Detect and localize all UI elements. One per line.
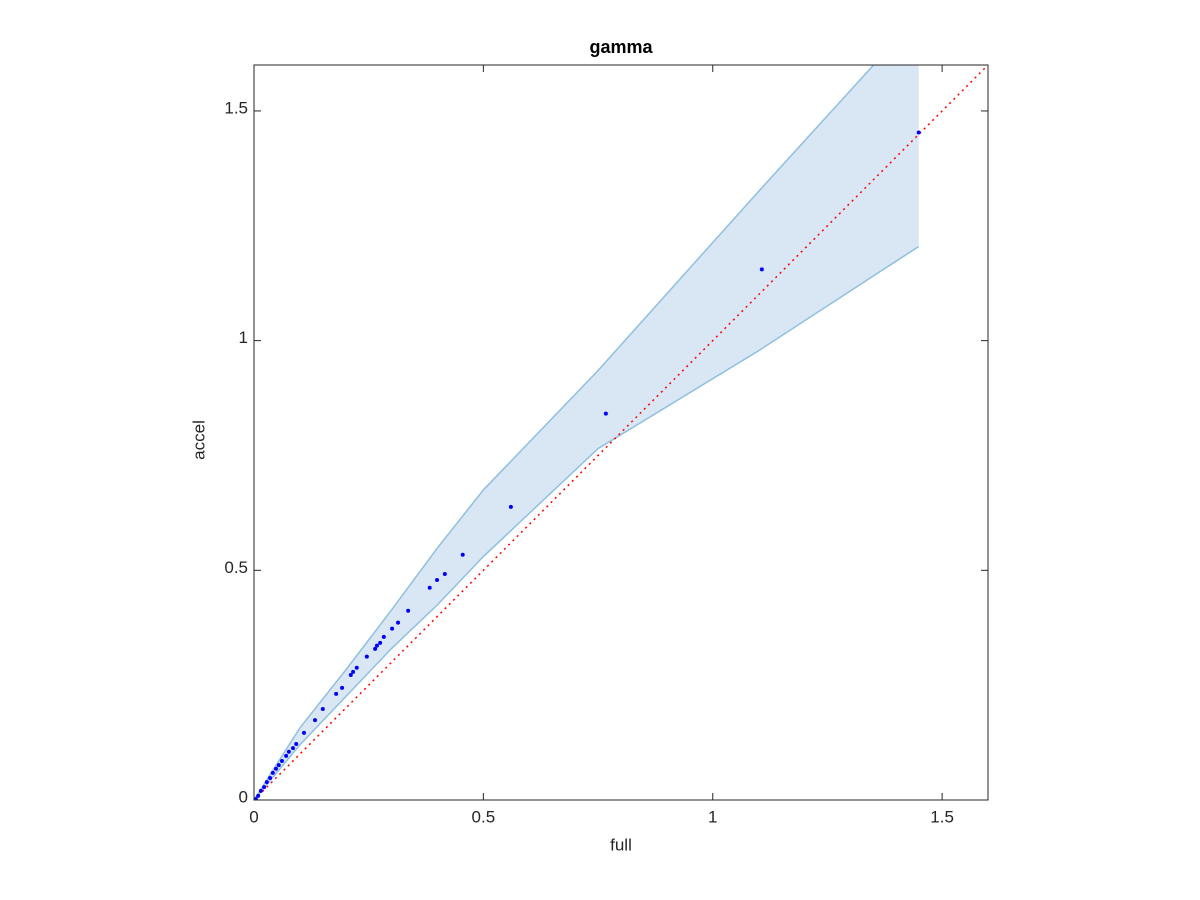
x-tick-label: 1.5 — [930, 807, 954, 826]
data-point — [351, 669, 356, 674]
data-point — [270, 770, 275, 775]
data-point — [256, 793, 261, 798]
data-point — [294, 741, 299, 746]
data-point — [290, 746, 295, 751]
data-point — [378, 640, 383, 645]
x-axis-label: full — [610, 835, 632, 854]
data-point — [390, 626, 395, 631]
data-point — [364, 654, 369, 659]
confidence-band — [254, 65, 919, 800]
data-point — [354, 665, 359, 670]
band-edge — [254, 245, 920, 800]
data-point — [313, 718, 318, 723]
data-point — [396, 620, 401, 625]
y-tick-label: 0.5 — [224, 558, 248, 577]
data-point — [759, 267, 764, 272]
data-point — [603, 411, 608, 416]
band-edge — [254, 65, 875, 800]
data-point — [286, 749, 291, 754]
data-point — [268, 775, 273, 780]
data-point — [284, 753, 289, 758]
data-point — [276, 763, 281, 768]
axes-box — [253, 64, 989, 801]
data-point — [427, 585, 432, 590]
data-point — [373, 646, 378, 651]
data-point — [302, 730, 307, 735]
data-point — [406, 608, 411, 613]
data-point — [262, 785, 267, 790]
y-tick-label: 1 — [239, 328, 248, 347]
data-point — [258, 788, 263, 793]
data-point — [334, 691, 339, 696]
y-axis-label: accel — [189, 420, 208, 460]
plot-area — [254, 65, 988, 800]
data-point — [435, 577, 440, 582]
x-tick-label: 0 — [249, 807, 258, 826]
data-point — [279, 758, 284, 763]
data-point — [274, 766, 279, 771]
data-point — [320, 707, 325, 712]
data-point — [460, 552, 465, 557]
data-point — [508, 504, 513, 509]
data-point — [374, 643, 379, 648]
data-point — [340, 685, 345, 690]
y-tick-label: 0 — [239, 787, 248, 806]
data-point — [254, 797, 258, 800]
data-point — [381, 634, 386, 639]
reference-line — [254, 65, 988, 800]
chart-title: gamma — [589, 37, 653, 57]
x-tick-label: 1 — [708, 807, 717, 826]
data-point — [442, 571, 447, 576]
x-tick-label: 0.5 — [472, 807, 496, 826]
data-point — [264, 780, 269, 785]
data-point — [916, 130, 921, 135]
y-tick-label: 1.5 — [224, 98, 248, 117]
data-point — [348, 673, 353, 678]
